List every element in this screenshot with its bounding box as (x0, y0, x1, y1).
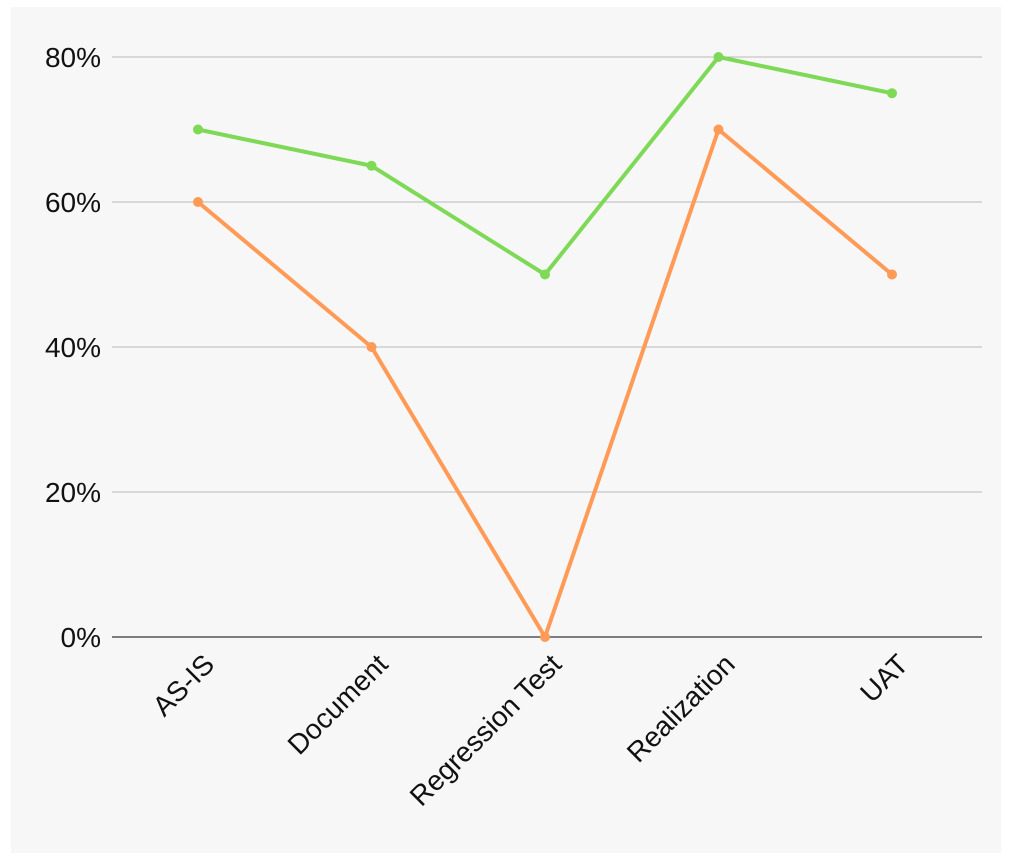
y-tick-label: 60% (45, 187, 101, 218)
series-lines (193, 52, 897, 642)
chart-card (11, 7, 1001, 853)
y-tick-label: 0% (61, 622, 101, 653)
x-tick-label: UAT (854, 648, 914, 708)
series-line (196, 55, 894, 277)
x-tick-label: AS-IS (147, 648, 221, 722)
x-tick-label: Document (282, 648, 394, 760)
x-tick-label: Regression Test (404, 648, 568, 812)
y-tick-label: 20% (45, 477, 101, 508)
y-tick-label: 80% (45, 42, 101, 73)
data-point (366, 342, 377, 352)
data-point (193, 197, 203, 207)
data-point (713, 52, 724, 62)
data-point (887, 269, 897, 280)
x-axis-tick-labels: AS-IS Document Regression Test Realization U… (147, 648, 915, 812)
data-point (193, 124, 203, 135)
series-1 (193, 52, 897, 280)
y-axis-tick-labels: 0% 20% 40% 60% 80% (45, 42, 101, 653)
x-tick-label: Realization (621, 648, 741, 768)
data-point (540, 269, 550, 280)
data-point (887, 88, 897, 99)
gridlines (112, 56, 982, 638)
y-tick-label: 40% (45, 332, 101, 363)
series-2 (193, 124, 897, 642)
data-point (366, 160, 377, 171)
series-line (196, 127, 894, 639)
data-point (713, 124, 724, 135)
data-point (540, 632, 550, 642)
